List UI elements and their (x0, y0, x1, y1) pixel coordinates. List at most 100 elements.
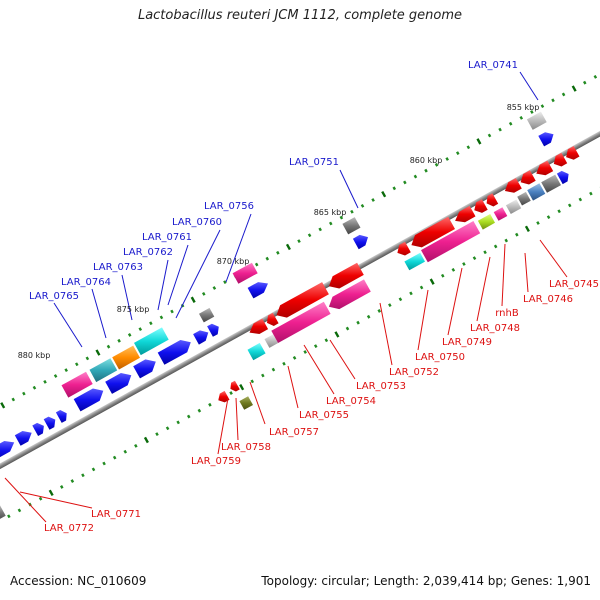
tick-mark (95, 349, 101, 356)
leader-line (501, 243, 506, 307)
leader-line (249, 381, 266, 425)
gene-arrow (486, 193, 499, 207)
gene-label: LAR_0746 (523, 294, 573, 305)
tick-mark (483, 250, 487, 255)
leader-line (225, 213, 252, 283)
tick-mark (313, 344, 318, 349)
gene-arrow (566, 146, 580, 160)
tick-mark (429, 278, 435, 285)
tick-mark (589, 191, 593, 196)
tick-mark (282, 361, 286, 366)
tick-mark (334, 331, 340, 338)
tick-mark (265, 256, 270, 261)
leader-line (235, 397, 239, 441)
tick-mark (74, 362, 79, 367)
gene-arrow (61, 371, 93, 398)
leader-line (175, 229, 221, 319)
tick-mark (276, 250, 280, 255)
tick-mark (143, 436, 149, 444)
tick-mark (318, 227, 322, 232)
gene-arrow (133, 359, 156, 379)
leader-line (447, 267, 463, 336)
gene-arrow (0, 505, 6, 519)
leader-line (524, 252, 529, 293)
tick-mark (434, 162, 439, 167)
gene-arrow (157, 340, 191, 365)
tick-mark (413, 174, 418, 179)
gene-features (0, 111, 580, 519)
leader-line (217, 397, 229, 455)
leader-line (329, 339, 356, 380)
tick-mark (250, 379, 255, 384)
gene-label: LAR_0756 (204, 201, 254, 212)
gene-arrow (536, 160, 554, 176)
tick-mark (176, 420, 180, 425)
tick-mark (462, 262, 466, 266)
tick-mark (536, 221, 540, 225)
tick-mark (138, 327, 143, 331)
tick-mark (466, 145, 471, 150)
gene-arrow (517, 191, 531, 206)
tick-mark (0, 402, 6, 409)
tick-mark (578, 197, 583, 202)
gene-arrow (505, 199, 522, 214)
tick-mark (424, 168, 428, 173)
tick-mark (366, 314, 371, 319)
tick-mark (81, 473, 85, 478)
gene-arrow (43, 416, 56, 430)
tick-mark (571, 85, 577, 92)
tick-mark (557, 209, 561, 214)
tick-mark (48, 489, 54, 497)
map-title: Lactobacillus reuteri JCM 1112, complete… (137, 8, 463, 23)
gene-arrow (342, 217, 361, 235)
tick-mark (292, 355, 297, 360)
gene-arrow (527, 183, 546, 201)
gene-arrow (193, 330, 209, 345)
tick-mark (540, 104, 545, 109)
leader-line (157, 259, 169, 311)
gene-arrow (14, 431, 32, 446)
gene-arrow (520, 170, 536, 185)
tick-mark (155, 432, 159, 437)
tick-mark (356, 320, 360, 325)
tick-mark (59, 485, 64, 489)
tick-mark (17, 508, 22, 513)
gene-arrow (32, 422, 44, 436)
tick-mark (419, 285, 424, 290)
gene-arrow (404, 252, 425, 271)
tick-mark (32, 385, 37, 390)
tick-mark (487, 133, 492, 138)
gene-label: LAR_0755 (299, 410, 349, 421)
gene-arrow (247, 282, 268, 299)
gene-arrow (207, 323, 219, 337)
tick-mark (159, 315, 164, 320)
leader-line (417, 289, 429, 351)
gene-arrow (328, 279, 371, 310)
gene-label: LAR_0757 (269, 427, 319, 438)
gene-label: LAR_0762 (123, 247, 173, 258)
leader-line (476, 256, 491, 322)
tick-mark (398, 297, 403, 302)
gene-label: LAR_0745 (549, 279, 599, 290)
topology-text: Topology: circular; Length: 2,039,414 bp… (261, 574, 591, 588)
gene-arrow (526, 111, 547, 130)
gene-label: LAR_0760 (172, 217, 222, 228)
gene-label: rnhB (495, 308, 519, 319)
tick-mark (530, 110, 534, 114)
tick-mark (261, 373, 265, 378)
tick-mark (472, 256, 477, 261)
gene-arrow (0, 441, 15, 458)
gene-label: LAR_0771 (91, 509, 141, 520)
tick-mark (271, 367, 276, 372)
gene-arrow (218, 390, 230, 403)
tick-mark (85, 356, 90, 361)
gene-arrow (504, 178, 522, 193)
gene-arrow (556, 170, 569, 185)
gene-label: LAR_0761 (142, 232, 192, 243)
tick-mark (451, 267, 456, 272)
tick-mark (339, 215, 344, 220)
gene-label: LAR_0754 (326, 396, 376, 407)
tick-mark (567, 203, 572, 208)
